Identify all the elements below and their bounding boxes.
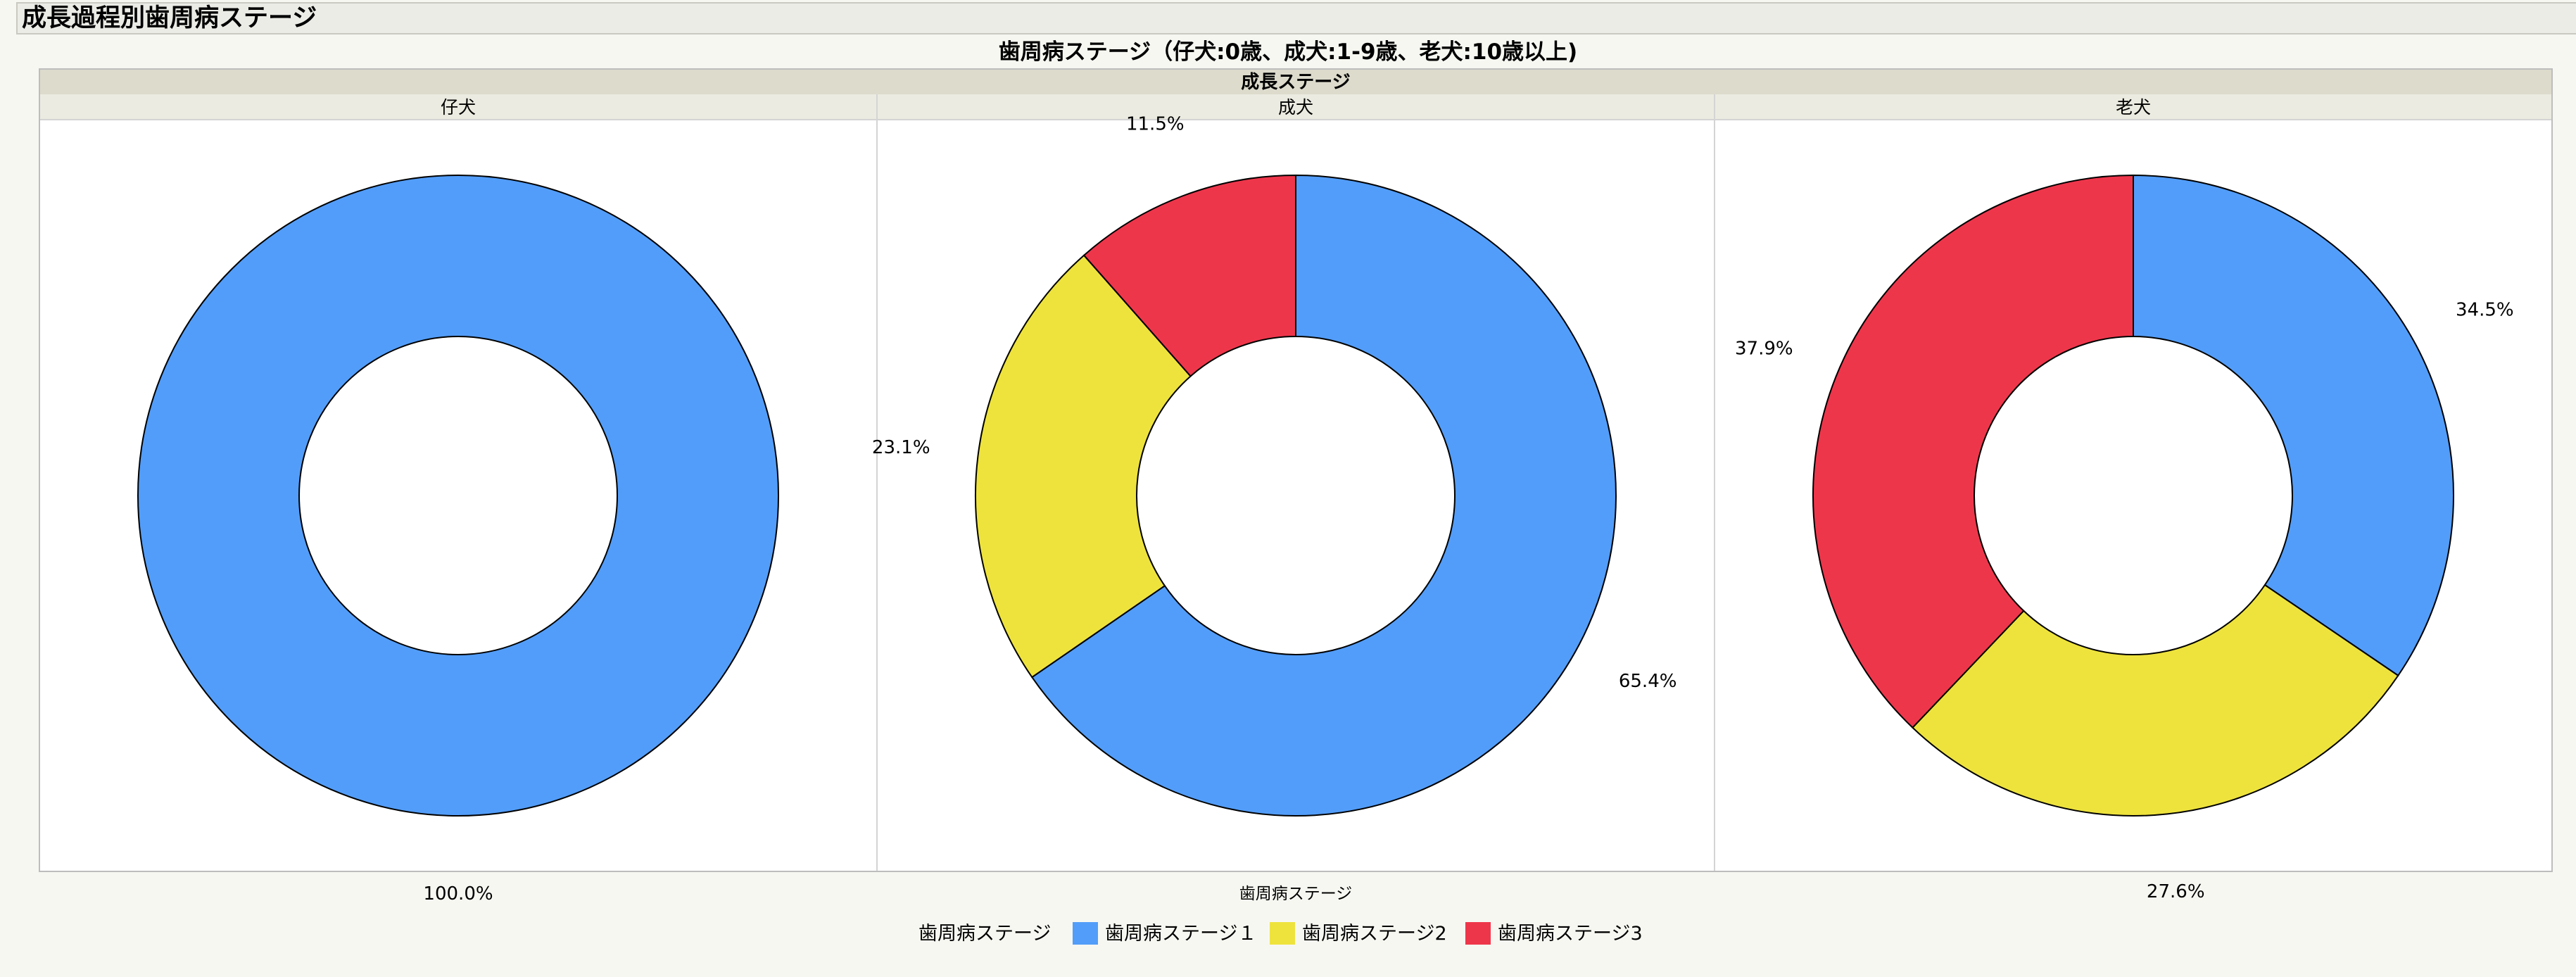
- chart-title: 歯周病ステージ（仔犬:0歳、成犬:1-9歳、老犬:10歳以上): [998, 39, 1578, 65]
- donut-inner-edge: [298, 336, 618, 655]
- legend-swatch: [1270, 922, 1295, 945]
- panel-header-band: [39, 94, 2552, 120]
- donut-slice: [1912, 584, 2399, 817]
- donut-slice: [1082, 174, 1296, 377]
- group-header-band: [39, 69, 2552, 94]
- slice-data-label: 27.6%: [2147, 881, 2205, 902]
- slice-data-label: 37.9%: [1735, 338, 1793, 359]
- panel-category-label: 仔犬: [441, 97, 476, 118]
- legend-item-label: 歯周病ステージ2: [1302, 923, 1447, 945]
- panel-category-label: 成犬: [1278, 97, 1313, 118]
- legend-item-label: 歯周病ステージ3: [1498, 923, 1643, 945]
- legend-swatch: [1073, 922, 1098, 945]
- slice-data-label: 100.0%: [423, 883, 493, 904]
- slice-data-label: 65.4%: [1619, 671, 1677, 692]
- donut-slice: [975, 254, 1192, 679]
- donut-slice: [138, 175, 778, 816]
- donut-slice: [1030, 174, 1617, 817]
- slice-data-label: 23.1%: [872, 437, 930, 458]
- donut-slice: [2133, 174, 2454, 677]
- group-header-label: 成長ステージ: [1241, 72, 1350, 93]
- panel-category-label: 老犬: [2116, 97, 2151, 118]
- slice-data-label: 34.5%: [2456, 300, 2514, 321]
- x-axis-label: 歯周病ステージ: [1239, 885, 1353, 903]
- window-title: 成長過程別歯周病ステージ: [16, 2, 2576, 34]
- legend-item-label: 歯周病ステージ１: [1105, 923, 1256, 945]
- donut-slice: [1812, 174, 2134, 729]
- legend-swatch: [1465, 922, 1491, 945]
- chart-frame: [39, 68, 2553, 872]
- slice-data-label: 11.5%: [1126, 113, 1185, 134]
- donut-outer-edge: [137, 175, 779, 817]
- legend-title: 歯周病ステージ: [918, 923, 1051, 945]
